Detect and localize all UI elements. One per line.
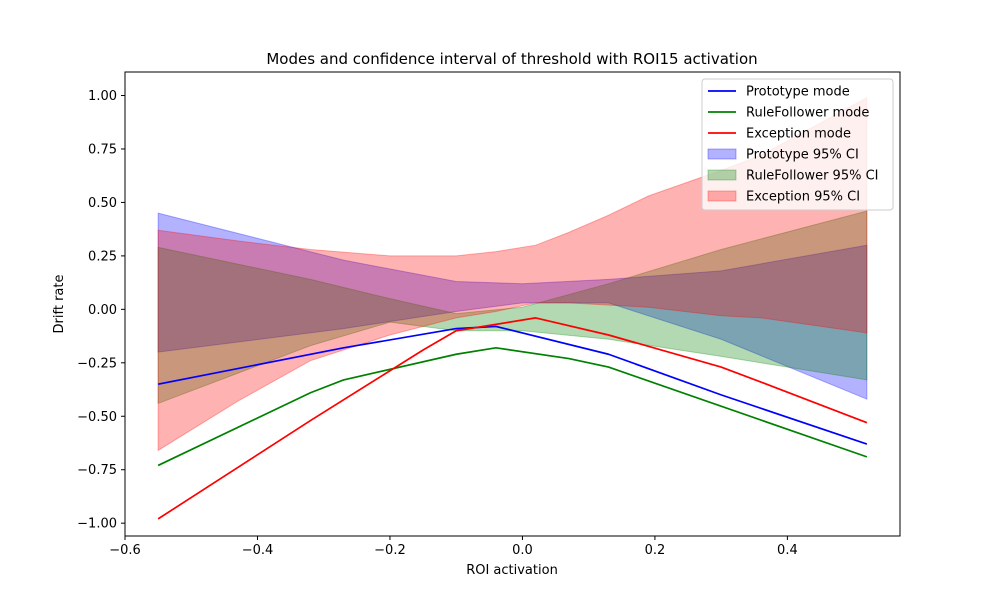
legend-label: RuleFollower 95% CI	[746, 169, 879, 184]
y-axis-label: Drift rate	[52, 275, 67, 334]
x-tick-label: −0.4	[242, 543, 274, 558]
x-axis-label: ROI activation	[466, 563, 558, 578]
y-tick-label: −0.25	[77, 356, 117, 371]
y-tick-label: 0.50	[88, 196, 117, 211]
plot-area-frame	[124, 71, 901, 537]
legend-label: Exception mode	[746, 127, 851, 142]
legend-box	[701, 78, 894, 211]
line-prototype-mode	[157, 325, 868, 445]
confidence-bands	[157, 96, 868, 452]
y-tick-label: 1.00	[88, 89, 117, 104]
x-tick-label: −0.6	[109, 543, 141, 558]
legend-label: RuleFollower mode	[746, 106, 869, 121]
y-axis: −1.00 −0.75 −0.50 −0.25 0.00 0.25 0.50 0.75 1.00	[77, 89, 125, 532]
legend-swatch-patch	[707, 169, 737, 181]
legend-label: Prototype 95% CI	[746, 148, 859, 163]
y-tick-label: 0.75	[88, 142, 117, 157]
y-tick-label: 0.00	[88, 303, 117, 318]
band-prototype-95-ci	[157, 212, 868, 400]
line-exception-mode	[157, 317, 868, 520]
y-tick-label: −1.00	[77, 517, 117, 532]
x-tick-label: 0.4	[777, 543, 798, 558]
legend: Prototype mode RuleFollower mode Exception…	[701, 78, 894, 211]
legend-label: Prototype mode	[746, 85, 850, 100]
line-rulefollower-mode	[157, 346, 868, 467]
chart-title: Modes and confidence interval of thresho…	[266, 50, 757, 68]
mode-lines	[157, 317, 868, 520]
x-axis: −0.6 −0.4 −0.2 0.0 0.2 0.4	[109, 536, 798, 558]
legend-label: Exception 95% CI	[746, 190, 860, 205]
y-tick-label: −0.75	[77, 463, 117, 478]
band-rulefollower-95-ci	[157, 210, 868, 405]
legend-swatch-patch	[707, 148, 737, 160]
y-tick-label: 0.25	[88, 249, 117, 264]
legend-swatch-patch	[707, 190, 737, 202]
band-exception-95-ci	[157, 96, 868, 452]
y-tick-label: −0.50	[77, 410, 117, 425]
x-tick-label: 0.2	[645, 543, 666, 558]
x-tick-label: −0.2	[374, 543, 406, 558]
x-tick-label: 0.0	[512, 543, 533, 558]
